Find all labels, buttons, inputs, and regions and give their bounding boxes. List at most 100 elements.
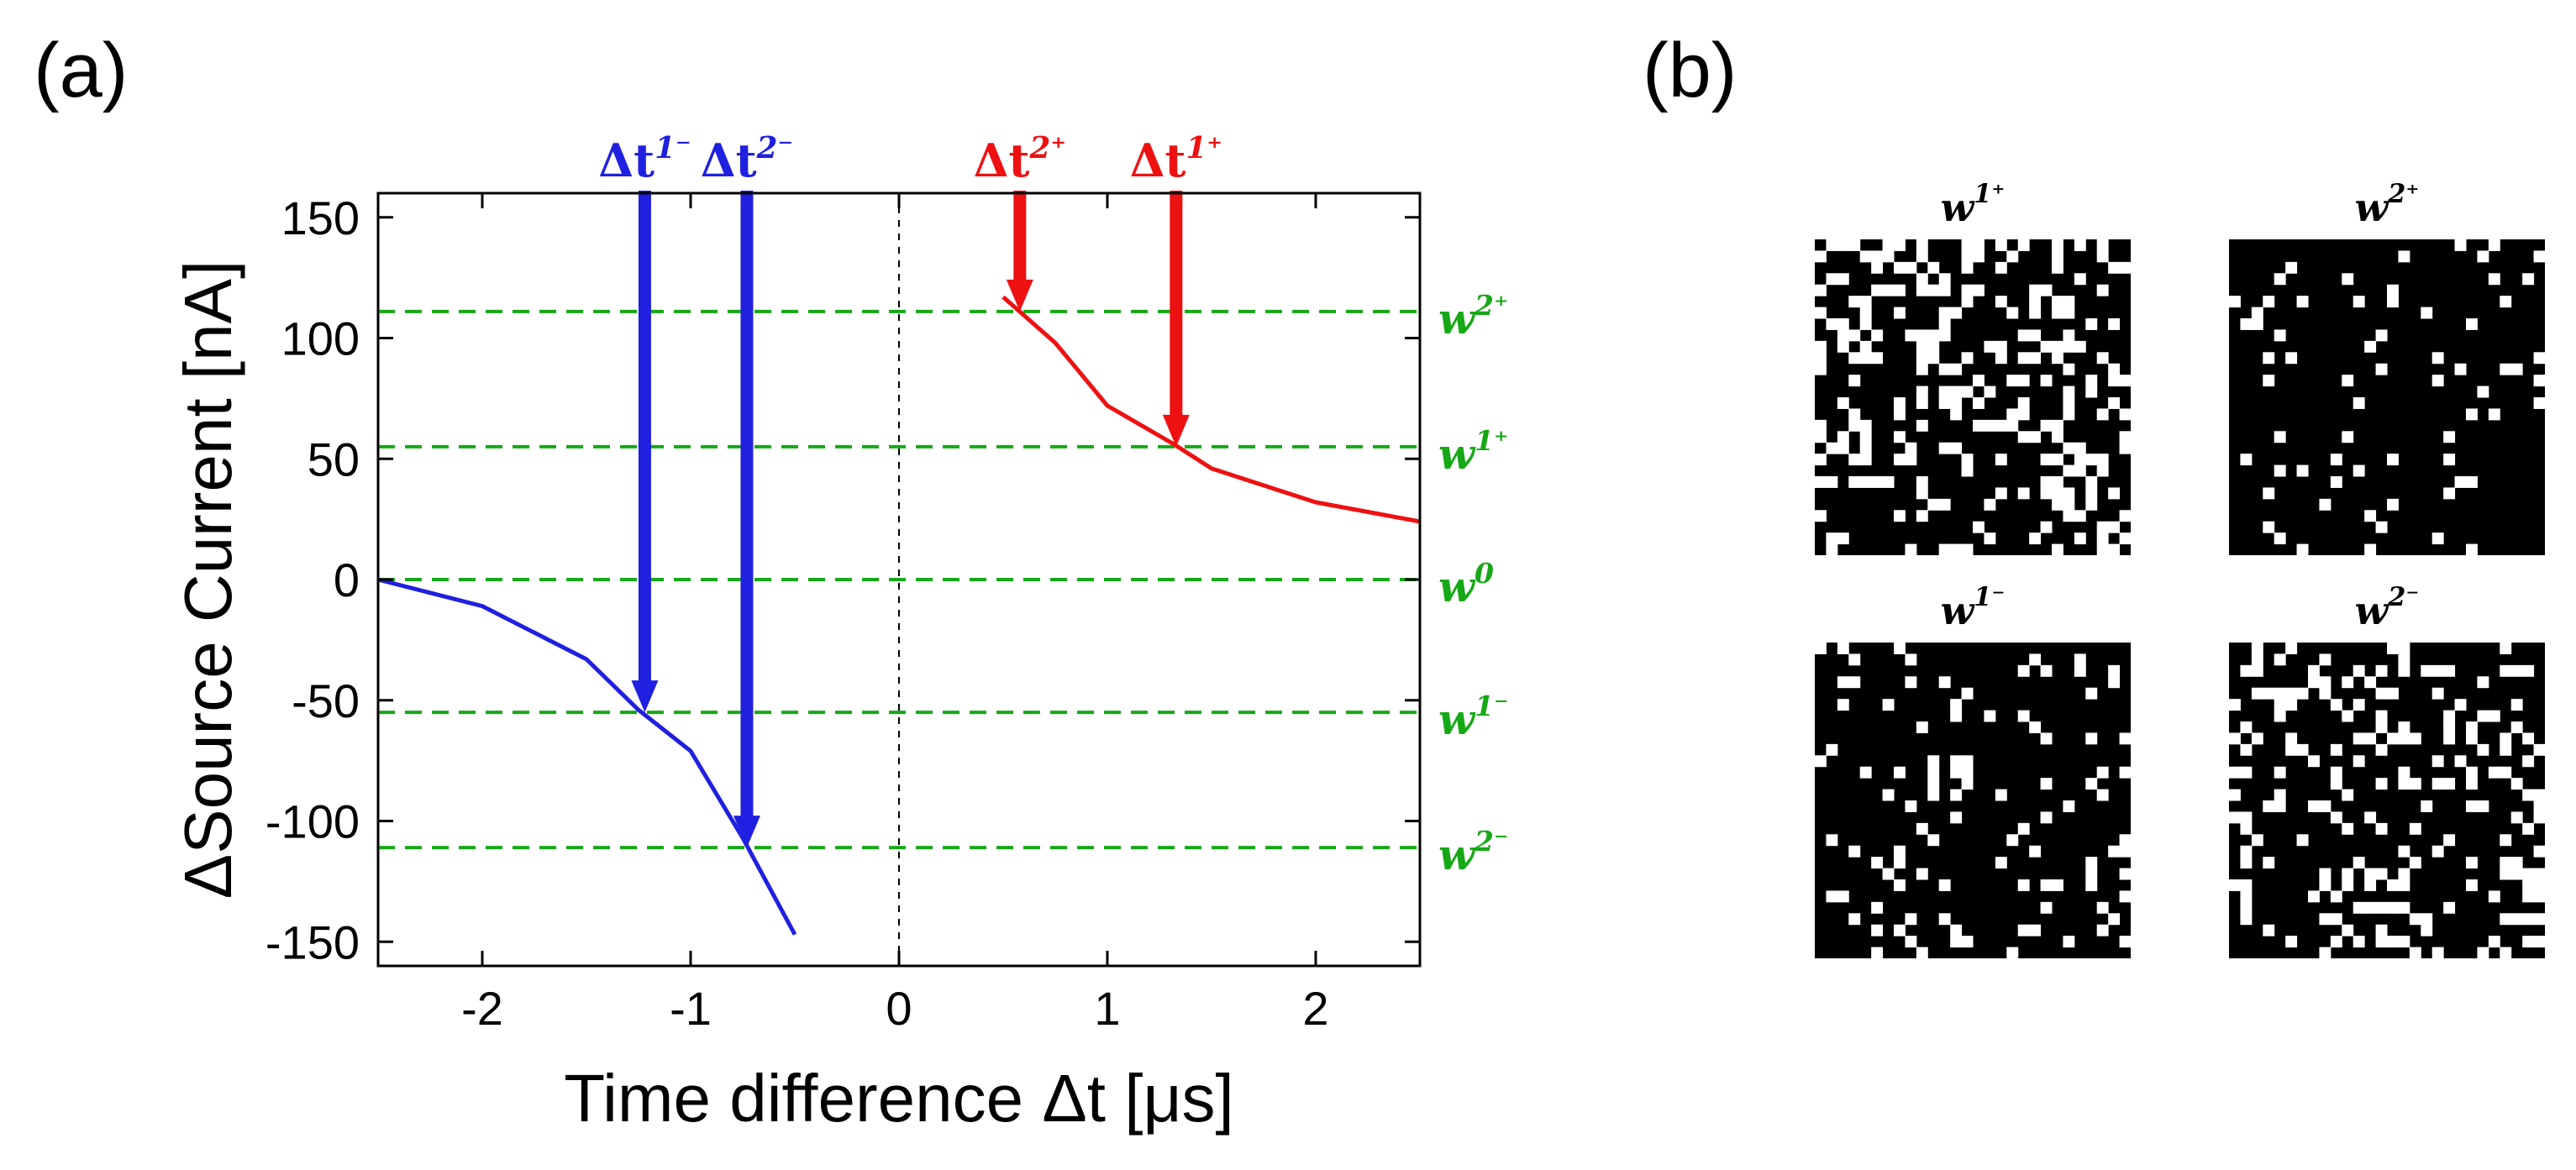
weight-map-pixel <box>1916 250 1928 263</box>
weight-map-pixel <box>2421 800 2433 812</box>
weight-map-pixel <box>2466 800 2478 812</box>
weight-map-pixel <box>1882 476 1895 488</box>
weight-map-pixel <box>2510 811 2523 824</box>
weight-map-pixel <box>1848 375 1861 387</box>
weight-map-pixel <box>2119 442 2132 454</box>
weight-map-pixel <box>2119 868 2132 880</box>
weight-map-pixel <box>2229 811 2241 824</box>
reference-label-0-sup: 2⁺ <box>1474 289 1508 322</box>
weight-map-pixel <box>2006 834 2019 847</box>
weight-map-pixel <box>2308 755 2320 768</box>
arrow-label-2-base: Δt <box>974 134 1030 187</box>
weight-map-pixel <box>2229 789 2241 801</box>
weight-map-pixel <box>2063 442 2075 454</box>
weight-map-pixel <box>2296 543 2309 556</box>
weight-map-pixel <box>1973 250 1985 263</box>
weight-map-pixel <box>2096 789 2109 801</box>
weight-map-pixel <box>1950 386 1963 398</box>
weight-map-pixel <box>2274 533 2286 545</box>
weight-map-pixel <box>2510 699 2523 711</box>
weight-map-pixel <box>2409 913 2421 926</box>
weight-map-pixel <box>2387 454 2399 466</box>
weight-map-pixel <box>2398 643 2410 654</box>
weight-map-pixel <box>2119 375 2132 387</box>
weight-map-pixel <box>2074 273 2086 286</box>
weight-map-title-3-base: w <box>2355 588 2389 633</box>
weight-map-pixel <box>2330 766 2342 779</box>
weight-map-pixel <box>2342 879 2354 891</box>
reference-label-0-base: w <box>1438 294 1476 344</box>
weight-map-pixel <box>2364 510 2377 522</box>
weight-map-pixel <box>1984 386 1996 398</box>
weight-map-pixel <box>1894 510 1906 522</box>
weight-map-pixel <box>2052 352 2063 365</box>
weight-map-pixel <box>2510 721 2523 733</box>
weight-map-pixel <box>1938 273 1951 286</box>
weight-map-pixel <box>2108 521 2121 533</box>
weight-map-pixel <box>2319 676 2332 689</box>
weight-map-pixel <box>1938 879 1951 891</box>
weight-map-pixel <box>2085 454 2098 466</box>
series-line-depression <box>377 577 797 936</box>
weight-map-pixel <box>2085 487 2098 500</box>
weight-map-pixel <box>1927 498 1940 511</box>
weight-map-pixel <box>2443 710 2456 722</box>
weight-map-pixel <box>1815 352 1827 365</box>
weight-map-pixel <box>2017 487 2030 500</box>
weight-map-pixel <box>2330 811 2342 824</box>
weight-map-pixel <box>1916 386 1928 398</box>
weight-map-pixel <box>2229 732 2241 745</box>
weight-map-pixel <box>1848 676 1861 689</box>
weight-map-pixel <box>2500 743 2512 756</box>
weight-map-pixel <box>2119 261 2132 274</box>
weight-map-pixel <box>2085 476 2098 488</box>
weight-map-pixel <box>2398 936 2410 948</box>
weight-map-title-1: w2⁺ <box>2355 179 2420 230</box>
weight-map-pixel <box>1961 543 1974 556</box>
weight-map-pixel <box>2353 296 2365 308</box>
weight-map-pixel <box>1995 419 2007 432</box>
weight-map-pixel <box>2308 890 2320 903</box>
weight-map-pixel <box>2364 868 2377 880</box>
weight-map-pixel <box>1815 454 1827 466</box>
reference-label-0: w2⁺ <box>1438 289 1508 344</box>
weight-map-pixel <box>2488 890 2500 903</box>
reference-label-2: w0 <box>1438 557 1494 611</box>
weight-map-pixel <box>2263 857 2275 869</box>
weight-map-pixel <box>2074 464 2086 477</box>
weight-map-pixel <box>2510 913 2523 926</box>
weight-map-pixel <box>2085 778 2098 790</box>
weight-map-1: w2⁺ <box>2229 179 2546 556</box>
weight-map-pixel <box>1961 250 1974 263</box>
weight-map-pixel <box>1826 743 1838 756</box>
weight-map-pixel <box>2108 261 2121 274</box>
weight-map-pixel <box>2096 766 2109 779</box>
weight-map-pixel <box>2364 340 2377 353</box>
weight-map-pixel <box>1938 543 1951 556</box>
weight-map-pixel <box>1894 284 1906 296</box>
weight-map-pixel <box>2431 687 2444 700</box>
weight-map-pixel <box>1950 408 1963 421</box>
weight-map-pixel <box>1916 868 1928 880</box>
weight-map-title-0-base: w <box>1941 185 1975 230</box>
weight-map-pixel <box>2533 789 2546 801</box>
weight-map-pixel <box>1984 419 1996 432</box>
arrow-label-3: Δt1⁺ <box>1130 131 1222 187</box>
weight-map-pixel <box>2443 732 2456 745</box>
weight-map-pixel <box>2342 789 2354 801</box>
weight-map-pixel <box>1961 755 1974 768</box>
weight-map-pixel <box>2375 778 2388 790</box>
weight-map-pixel <box>2477 800 2489 812</box>
weight-map-pixel <box>2500 868 2512 880</box>
weight-map-pixel <box>2522 273 2535 286</box>
weight-map-pixel <box>2108 913 2121 926</box>
weight-map-pixel <box>2510 363 2523 375</box>
weight-map-pixel <box>2477 676 2489 689</box>
weight-map-pixel <box>1826 890 1838 903</box>
weight-map-pixel <box>1905 913 1917 926</box>
arrow-head-0 <box>631 680 659 713</box>
weight-map-pixel <box>2296 296 2309 308</box>
weight-map-pixel <box>2375 936 2388 948</box>
weight-map-pixel <box>2454 476 2467 488</box>
